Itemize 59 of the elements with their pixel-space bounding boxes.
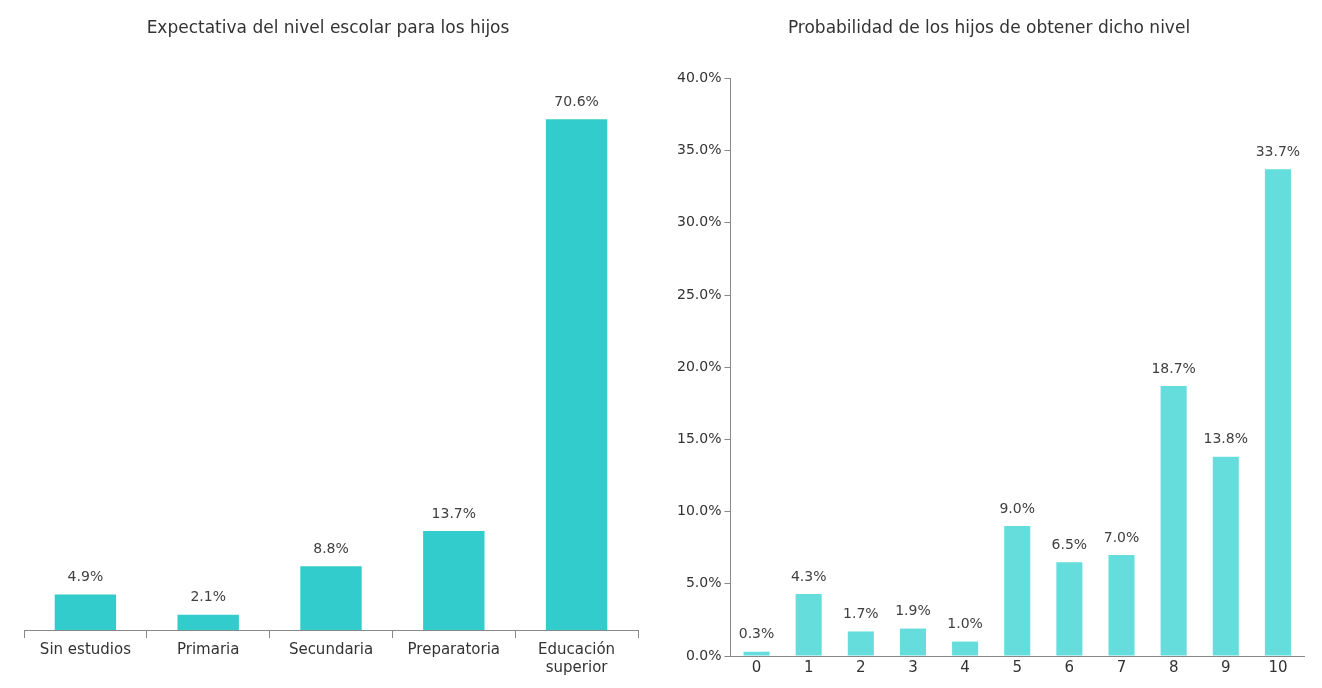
x-tick-label: 2	[856, 657, 866, 676]
bar	[743, 651, 770, 656]
x-tick-label: Educación superior	[538, 639, 616, 676]
y-tick-label: 0.0%	[685, 646, 722, 663]
data-label: 1.7%	[843, 605, 879, 622]
y-tick-label: 5.0%	[685, 574, 722, 591]
y-tick-label: 15.0%	[676, 430, 722, 447]
x-tick-label: 1	[803, 657, 814, 676]
data-label: 4.3%	[790, 567, 827, 584]
data-label: 9.0%	[999, 499, 1036, 516]
data-label: 6.5%	[1051, 535, 1088, 552]
bar	[795, 593, 822, 656]
x-tick-label: 4	[960, 657, 970, 676]
bar	[300, 566, 362, 630]
x-tick-label: 6	[1064, 657, 1075, 676]
x-tick-label: 9	[1221, 657, 1231, 676]
bar	[847, 631, 874, 656]
data-label: 0.3%	[738, 625, 775, 642]
x-tick-label: 7	[1116, 657, 1127, 676]
data-label: 1.9%	[895, 602, 931, 619]
data-label: 18.7%	[1151, 359, 1196, 376]
bar	[1004, 526, 1031, 656]
x-tick-label: 5	[1012, 657, 1023, 676]
chart-title: Expectativa del nivel escolar para los hijos	[146, 16, 510, 37]
x-tick-label: 0	[751, 657, 762, 676]
bar	[177, 614, 239, 630]
bar	[423, 530, 485, 630]
bar	[1056, 562, 1083, 656]
x-tick-label: Sin estudios	[39, 639, 132, 658]
y-tick-label: 40.0%	[676, 69, 722, 86]
bar	[1108, 554, 1135, 656]
y-tick-label: 30.0%	[676, 213, 722, 230]
data-label: 70.6%	[554, 92, 599, 109]
x-tick-label: 10	[1268, 657, 1288, 676]
x-tick-label: Preparatoria	[407, 639, 501, 658]
bar	[54, 594, 117, 630]
bar	[545, 119, 608, 630]
data-label: 2.1%	[190, 588, 226, 605]
data-label: 1.0%	[947, 615, 983, 632]
x-tick-label: 8	[1168, 657, 1179, 676]
data-label: 4.9%	[67, 568, 104, 585]
bar	[952, 641, 979, 656]
bar	[1160, 385, 1187, 656]
y-tick-label: 20.0%	[676, 357, 722, 374]
data-label: 13.8%	[1203, 430, 1249, 447]
bar	[1264, 169, 1291, 656]
x-tick-label: Primaria	[176, 639, 240, 658]
y-tick-label: 35.0%	[676, 141, 722, 158]
chart-title: Probabilidad de los hijos de obtener dicho nivel	[787, 16, 1191, 37]
y-tick-label: 25.0%	[676, 285, 722, 302]
data-label: 13.7%	[431, 504, 477, 521]
data-label: 7.0%	[1103, 528, 1140, 545]
y-tick-label: 10.0%	[676, 502, 722, 519]
bar	[1212, 456, 1239, 656]
data-label: 8.8%	[313, 539, 349, 556]
x-tick-label: Secundaria	[288, 639, 374, 658]
bar	[899, 628, 926, 656]
data-label: 33.7%	[1255, 143, 1301, 160]
x-tick-label: 3	[908, 657, 918, 676]
